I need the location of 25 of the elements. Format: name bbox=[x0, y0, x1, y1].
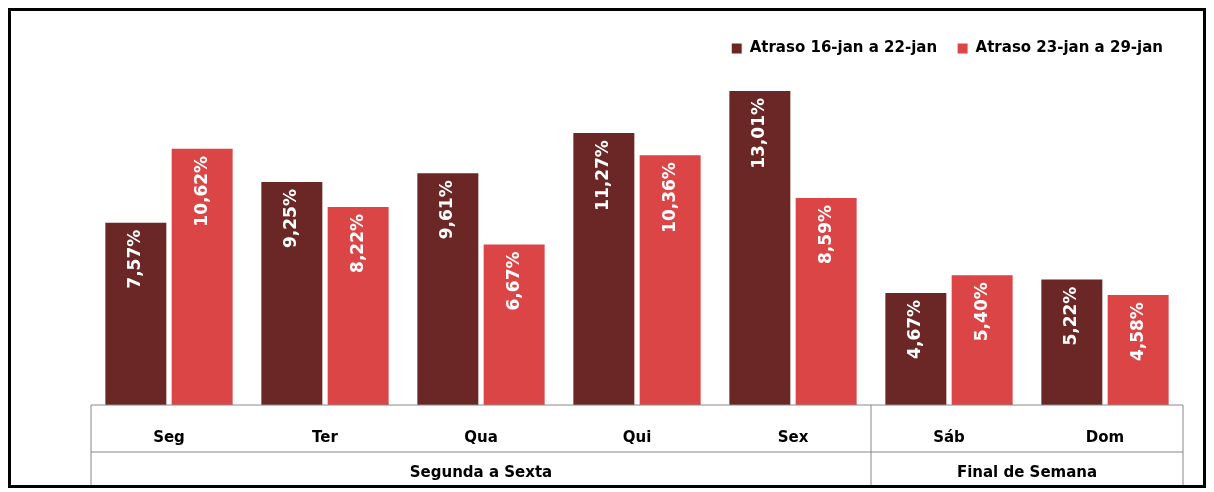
data-label: 6,67% bbox=[502, 251, 523, 311]
data-label: 4,67% bbox=[904, 299, 925, 359]
data-label: 8,22% bbox=[346, 213, 367, 273]
x-tick-label: Qua bbox=[464, 427, 498, 446]
text: Final de Semana bbox=[956, 462, 1098, 481]
x-tick-label: Sáb bbox=[933, 427, 966, 446]
text: Segunda a Sexta bbox=[409, 462, 553, 481]
data-label: 11,27% bbox=[592, 140, 613, 211]
data-label: 7,57% bbox=[124, 229, 145, 289]
data-label: 9,25% bbox=[280, 189, 301, 248]
x-tick-label: Ter bbox=[312, 427, 339, 446]
data-label: 5,22% bbox=[1060, 286, 1081, 346]
x-tick-label: Qui bbox=[622, 427, 652, 446]
legend-label: Atraso 23-jan a 29-jan bbox=[975, 38, 1163, 57]
x-tick-label: Seg bbox=[153, 427, 185, 446]
data-label: 4,58% bbox=[1126, 302, 1147, 362]
data-label: 13,01% bbox=[748, 97, 769, 169]
legend-label: Atraso 16-jan a 22-jan bbox=[749, 38, 938, 57]
data-label: 5,40% bbox=[970, 282, 991, 342]
data-label: 8,59% bbox=[814, 205, 835, 264]
data-label: 10,36% bbox=[658, 162, 679, 233]
x-tick-label: Dom bbox=[1085, 427, 1125, 446]
data-label: 10,62% bbox=[190, 155, 211, 227]
x-tick-label: Sex bbox=[777, 427, 809, 446]
data-label: 9,61% bbox=[436, 180, 457, 240]
